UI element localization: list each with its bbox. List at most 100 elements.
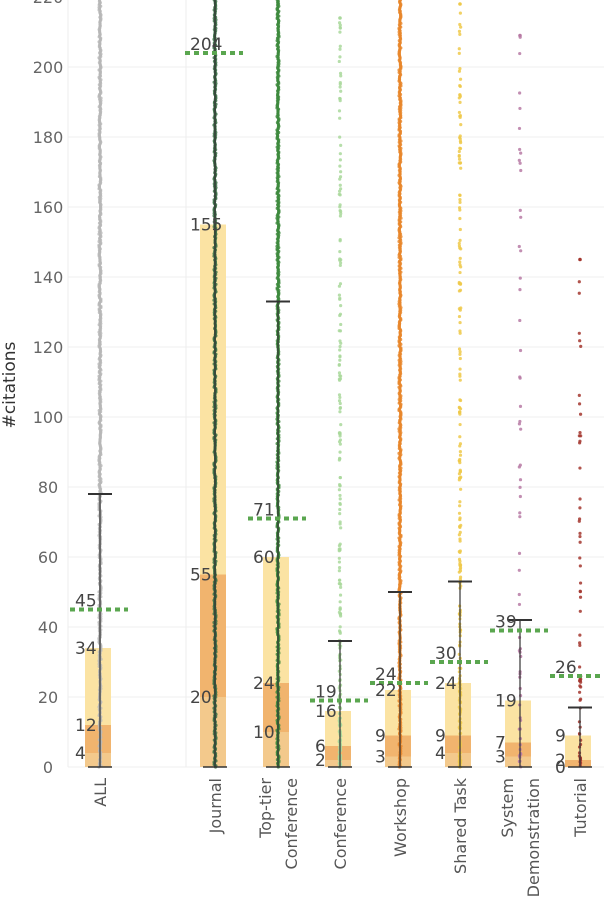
- data-point: [458, 559, 462, 564]
- y-axis-label: #citations: [0, 341, 20, 428]
- data-point: [577, 519, 581, 523]
- data-point: [518, 404, 523, 408]
- y-tick-label: 80: [38, 478, 58, 497]
- data-point: [517, 551, 522, 555]
- data-point: [457, 51, 461, 55]
- data-label: 20: [190, 688, 212, 708]
- data-point: [518, 91, 522, 95]
- y-tick-label: 100: [33, 408, 64, 427]
- data-label: 39: [495, 613, 517, 633]
- data-point: [339, 585, 343, 589]
- data-point: [337, 560, 342, 564]
- data-point: [338, 593, 343, 597]
- y-tick-label: 160: [33, 198, 64, 217]
- data-point: [518, 485, 522, 489]
- data-point: [518, 478, 523, 482]
- y-tick-label: 200: [33, 58, 64, 77]
- data-point: [457, 289, 462, 293]
- data-point: [337, 371, 342, 375]
- y-tick-label: 140: [33, 268, 64, 287]
- data-point: [578, 564, 582, 568]
- data-point: [519, 215, 523, 219]
- data-point: [338, 438, 343, 442]
- y-tick-label: 60: [38, 548, 58, 567]
- data-label: 6: [315, 737, 326, 757]
- data-point: [458, 398, 462, 402]
- data-point: [518, 276, 522, 280]
- data-point: [457, 69, 462, 73]
- box-lower: [200, 574, 226, 697]
- data-point: [457, 244, 462, 248]
- data-point: [458, 329, 462, 333]
- data-label: 204: [190, 35, 222, 55]
- data-point: [458, 32, 462, 36]
- data-point: [458, 270, 462, 275]
- data-point: [578, 595, 583, 599]
- data-point: [578, 339, 582, 343]
- data-point: [337, 565, 342, 570]
- data-point: [458, 115, 462, 120]
- grid-lines: [67, 0, 604, 768]
- data-label: 2: [555, 751, 566, 771]
- data-point: [458, 367, 462, 371]
- category-label-line: Conference: [282, 778, 301, 869]
- data-point: [458, 356, 462, 361]
- category-label: Shared Task: [451, 777, 470, 874]
- data-point: [337, 488, 342, 492]
- data-point: [337, 293, 342, 297]
- data-point: [577, 280, 581, 284]
- data-label: 4: [75, 744, 86, 764]
- data-point: [457, 29, 462, 33]
- data-point: [458, 238, 462, 242]
- y-tick-label: 180: [33, 128, 64, 147]
- data-point: [338, 71, 343, 75]
- data-point: [337, 569, 341, 573]
- data-point: [337, 109, 342, 113]
- data-point: [458, 193, 462, 197]
- data-point: [458, 67, 462, 71]
- data-label: 2: [315, 751, 326, 771]
- data-label: 9: [555, 727, 566, 747]
- data-label: 12: [75, 716, 97, 736]
- box-lower: [85, 725, 111, 753]
- data-point: [337, 556, 341, 560]
- data-point: [518, 515, 522, 519]
- data-point: [338, 612, 343, 616]
- data-label: 16: [315, 702, 337, 722]
- data-point: [458, 93, 462, 97]
- data-point: [578, 581, 583, 585]
- data-point: [338, 183, 342, 187]
- data-point: [338, 189, 342, 193]
- data-point: [339, 526, 343, 530]
- data-point: [458, 139, 463, 143]
- mean-lines: [70, 51, 604, 703]
- data-point: [338, 493, 342, 498]
- data-point: [459, 122, 463, 127]
- data-label: 7: [495, 734, 506, 754]
- data-labels: 4534124204155552071602410191662242293302…: [75, 35, 577, 778]
- data-point: [578, 556, 582, 560]
- data-point: [338, 450, 342, 454]
- data-point: [338, 214, 343, 218]
- data-point: [338, 55, 342, 59]
- boxes: [85, 224, 591, 767]
- data-point: [459, 247, 463, 251]
- data-label: 60: [253, 548, 275, 568]
- data-point: [337, 59, 341, 64]
- box-upper: [263, 557, 289, 683]
- data-point: [338, 395, 342, 400]
- data-point: [338, 542, 342, 546]
- data-point: [338, 581, 342, 586]
- data-point: [577, 291, 581, 295]
- category-label-line: Shared Task: [451, 777, 470, 874]
- box-bottom: [85, 753, 111, 767]
- data-point: [338, 263, 342, 268]
- data-point: [458, 281, 463, 286]
- data-point: [339, 187, 343, 191]
- data-point: [337, 362, 341, 367]
- category-label: Conference: [331, 778, 350, 869]
- data-point: [518, 106, 522, 111]
- data-point: [457, 153, 461, 158]
- category-label: ALL: [91, 778, 110, 807]
- category-label: System Demonstration: [498, 778, 543, 897]
